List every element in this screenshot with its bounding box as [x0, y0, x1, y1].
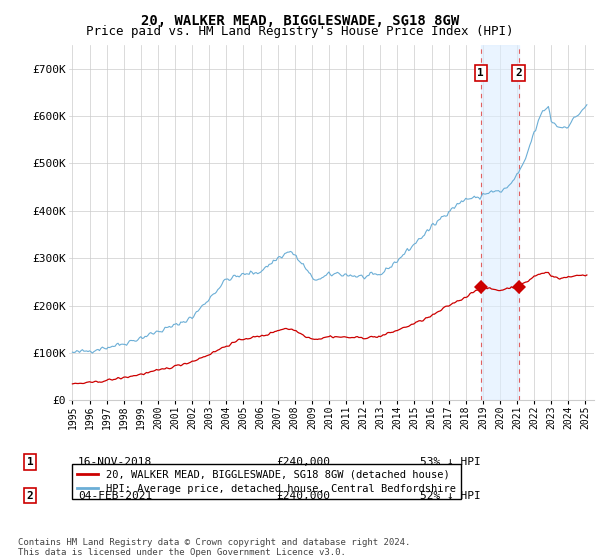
Text: Price paid vs. HM Land Registry's House Price Index (HPI): Price paid vs. HM Land Registry's House …: [86, 25, 514, 38]
Text: £240,000: £240,000: [276, 491, 330, 501]
Text: 16-NOV-2018: 16-NOV-2018: [78, 457, 152, 467]
Bar: [481, 45, 518, 400]
Text: £240,000: £240,000: [276, 457, 330, 467]
Text: 1: 1: [26, 457, 34, 467]
Text: 53% ↓ HPI: 53% ↓ HPI: [420, 457, 481, 467]
Text: Contains HM Land Registry data © Crown copyright and database right 2024.
This d: Contains HM Land Registry data © Crown c…: [18, 538, 410, 557]
Legend: 20, WALKER MEAD, BIGGLESWADE, SG18 8GW (detached house), HPI: Average price, det: 20, WALKER MEAD, BIGGLESWADE, SG18 8GW (…: [71, 464, 461, 499]
Text: 1: 1: [478, 68, 484, 78]
Text: 04-FEB-2021: 04-FEB-2021: [78, 491, 152, 501]
Text: 2: 2: [26, 491, 34, 501]
Text: 52% ↓ HPI: 52% ↓ HPI: [420, 491, 481, 501]
Text: 2: 2: [515, 68, 522, 78]
Text: 20, WALKER MEAD, BIGGLESWADE, SG18 8GW: 20, WALKER MEAD, BIGGLESWADE, SG18 8GW: [141, 14, 459, 28]
